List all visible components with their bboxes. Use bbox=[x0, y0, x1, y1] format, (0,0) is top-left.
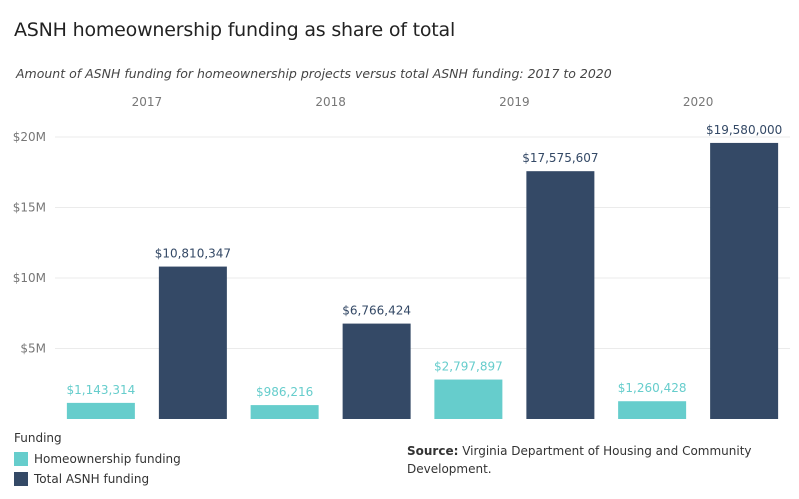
legend-item-homeownership[interactable]: Homeownership funding bbox=[14, 449, 181, 469]
source-note: Source: Virginia Department of Housing a… bbox=[407, 442, 767, 478]
chart-title: ASNH homeownership funding as share of t… bbox=[14, 19, 456, 41]
bar-homeownership bbox=[618, 401, 687, 419]
x-category-label: 2019 bbox=[499, 95, 530, 109]
bar-total bbox=[158, 266, 227, 419]
y-tick-label: $5M bbox=[20, 342, 46, 356]
data-label-homeownership: $986,216 bbox=[256, 385, 313, 399]
legend-title: Funding bbox=[14, 431, 62, 445]
x-category-label: 2017 bbox=[132, 95, 163, 109]
legend-label-homeownership: Homeownership funding bbox=[34, 452, 181, 466]
legend: Funding Homeownership funding Total ASNH… bbox=[14, 431, 181, 489]
data-label-total: $6,766,424 bbox=[342, 304, 411, 318]
y-tick-label: $15M bbox=[13, 201, 46, 215]
source-label: Source: bbox=[407, 444, 459, 458]
y-tick-label: $20M bbox=[13, 130, 46, 144]
bar-homeownership bbox=[434, 379, 503, 419]
data-label-total: $19,580,000 bbox=[706, 123, 782, 137]
data-label-homeownership: $1,143,314 bbox=[67, 383, 136, 397]
legend-swatch-total bbox=[14, 472, 28, 486]
bar-total bbox=[342, 323, 411, 419]
data-label-total: $17,575,607 bbox=[522, 151, 598, 165]
bar-homeownership bbox=[250, 405, 319, 419]
data-label-total: $10,810,347 bbox=[155, 247, 231, 261]
x-category-label: 2020 bbox=[683, 95, 714, 109]
legend-item-total[interactable]: Total ASNH funding bbox=[14, 469, 181, 489]
data-label-homeownership: $2,797,897 bbox=[434, 360, 503, 374]
bar-total bbox=[710, 142, 779, 419]
bar-chart: $5M $10M $15M $20M 2017 $1,143,314 $10,810,347… bbox=[13, 95, 790, 419]
data-label-homeownership: $1,260,428 bbox=[618, 381, 687, 395]
bar-total bbox=[526, 171, 595, 419]
x-category-label: 2018 bbox=[315, 95, 346, 109]
legend-label-total: Total ASNH funding bbox=[34, 472, 150, 486]
bar-homeownership bbox=[66, 402, 135, 419]
chart-subtitle: Amount of ASNH funding for homeownership… bbox=[16, 66, 612, 81]
legend-swatch-homeownership bbox=[14, 452, 28, 466]
y-tick-label: $10M bbox=[13, 271, 46, 285]
source-text: Virginia Department of Housing and Commu… bbox=[407, 444, 752, 476]
